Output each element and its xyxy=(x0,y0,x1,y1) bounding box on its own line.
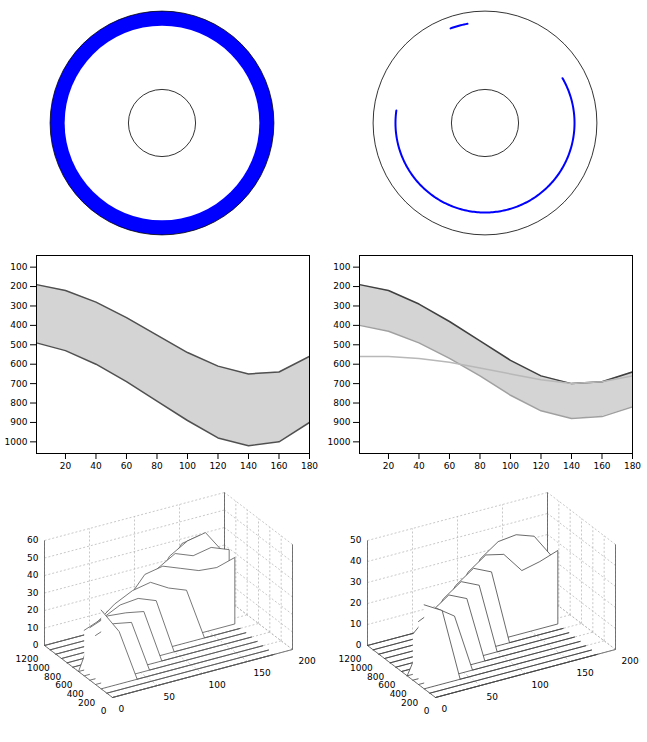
svg-text:40: 40 xyxy=(350,556,362,566)
svg-text:200: 200 xyxy=(333,281,350,291)
svg-text:180: 180 xyxy=(624,461,641,471)
svg-text:1000: 1000 xyxy=(328,437,351,447)
svg-text:50: 50 xyxy=(164,692,176,702)
svg-text:30: 30 xyxy=(27,588,39,598)
svg-text:200: 200 xyxy=(78,698,95,708)
svg-text:20: 20 xyxy=(383,461,395,471)
svg-text:10: 10 xyxy=(27,623,39,633)
svg-text:120: 120 xyxy=(209,461,226,471)
svg-text:600: 600 xyxy=(10,359,27,369)
svg-text:0: 0 xyxy=(101,706,107,716)
svg-text:1200: 1200 xyxy=(16,654,39,664)
svg-text:140: 140 xyxy=(563,461,580,471)
svg-text:1200: 1200 xyxy=(339,654,362,664)
svg-text:0: 0 xyxy=(356,640,362,650)
svg-text:1000: 1000 xyxy=(5,437,28,447)
svg-text:100: 100 xyxy=(10,262,27,272)
svg-text:800: 800 xyxy=(367,672,384,682)
svg-text:50: 50 xyxy=(487,692,499,702)
svg-text:600: 600 xyxy=(55,680,72,690)
svg-text:40: 40 xyxy=(90,461,102,471)
svg-text:600: 600 xyxy=(378,680,395,690)
svg-text:100: 100 xyxy=(209,680,226,690)
svg-text:200: 200 xyxy=(299,656,316,666)
svg-text:500: 500 xyxy=(10,340,27,350)
svg-text:20: 20 xyxy=(350,598,362,608)
svg-text:300: 300 xyxy=(10,301,27,311)
svg-text:600: 600 xyxy=(333,359,350,369)
svg-text:150: 150 xyxy=(254,668,271,678)
svg-text:200: 200 xyxy=(401,698,418,708)
svg-text:400: 400 xyxy=(67,689,84,699)
svg-text:900: 900 xyxy=(333,417,350,427)
svg-text:200: 200 xyxy=(622,656,639,666)
svg-text:120: 120 xyxy=(532,461,549,471)
svg-text:20: 20 xyxy=(60,461,72,471)
svg-text:60: 60 xyxy=(444,461,456,471)
svg-text:700: 700 xyxy=(10,378,27,388)
svg-text:0: 0 xyxy=(442,704,448,714)
svg-text:100: 100 xyxy=(532,680,549,690)
svg-text:300: 300 xyxy=(333,301,350,311)
svg-text:30: 30 xyxy=(350,577,362,587)
svg-text:180: 180 xyxy=(301,461,318,471)
svg-text:60: 60 xyxy=(121,461,133,471)
svg-text:100: 100 xyxy=(179,461,196,471)
svg-text:800: 800 xyxy=(333,398,350,408)
svg-text:1000: 1000 xyxy=(27,663,50,673)
svg-text:150: 150 xyxy=(577,668,594,678)
svg-text:1000: 1000 xyxy=(350,663,373,673)
svg-text:400: 400 xyxy=(333,320,350,330)
svg-text:400: 400 xyxy=(10,320,27,330)
svg-text:0: 0 xyxy=(119,704,125,714)
svg-text:160: 160 xyxy=(593,461,610,471)
svg-text:20: 20 xyxy=(27,605,39,615)
svg-text:80: 80 xyxy=(151,461,163,471)
svg-text:200: 200 xyxy=(10,281,27,291)
svg-text:0: 0 xyxy=(424,706,430,716)
svg-text:800: 800 xyxy=(44,672,61,682)
svg-text:800: 800 xyxy=(10,398,27,408)
svg-text:900: 900 xyxy=(10,417,27,427)
svg-text:700: 700 xyxy=(333,378,350,388)
svg-text:100: 100 xyxy=(333,262,350,272)
svg-text:100: 100 xyxy=(502,461,519,471)
svg-text:40: 40 xyxy=(413,461,425,471)
svg-text:140: 140 xyxy=(240,461,257,471)
svg-text:50: 50 xyxy=(27,553,39,563)
svg-text:0: 0 xyxy=(33,640,39,650)
svg-text:50: 50 xyxy=(350,535,362,545)
svg-text:160: 160 xyxy=(270,461,287,471)
svg-text:40: 40 xyxy=(27,570,39,580)
svg-text:500: 500 xyxy=(333,340,350,350)
svg-text:60: 60 xyxy=(27,535,39,545)
svg-text:400: 400 xyxy=(390,689,407,699)
svg-text:80: 80 xyxy=(474,461,486,471)
svg-text:10: 10 xyxy=(350,619,362,629)
